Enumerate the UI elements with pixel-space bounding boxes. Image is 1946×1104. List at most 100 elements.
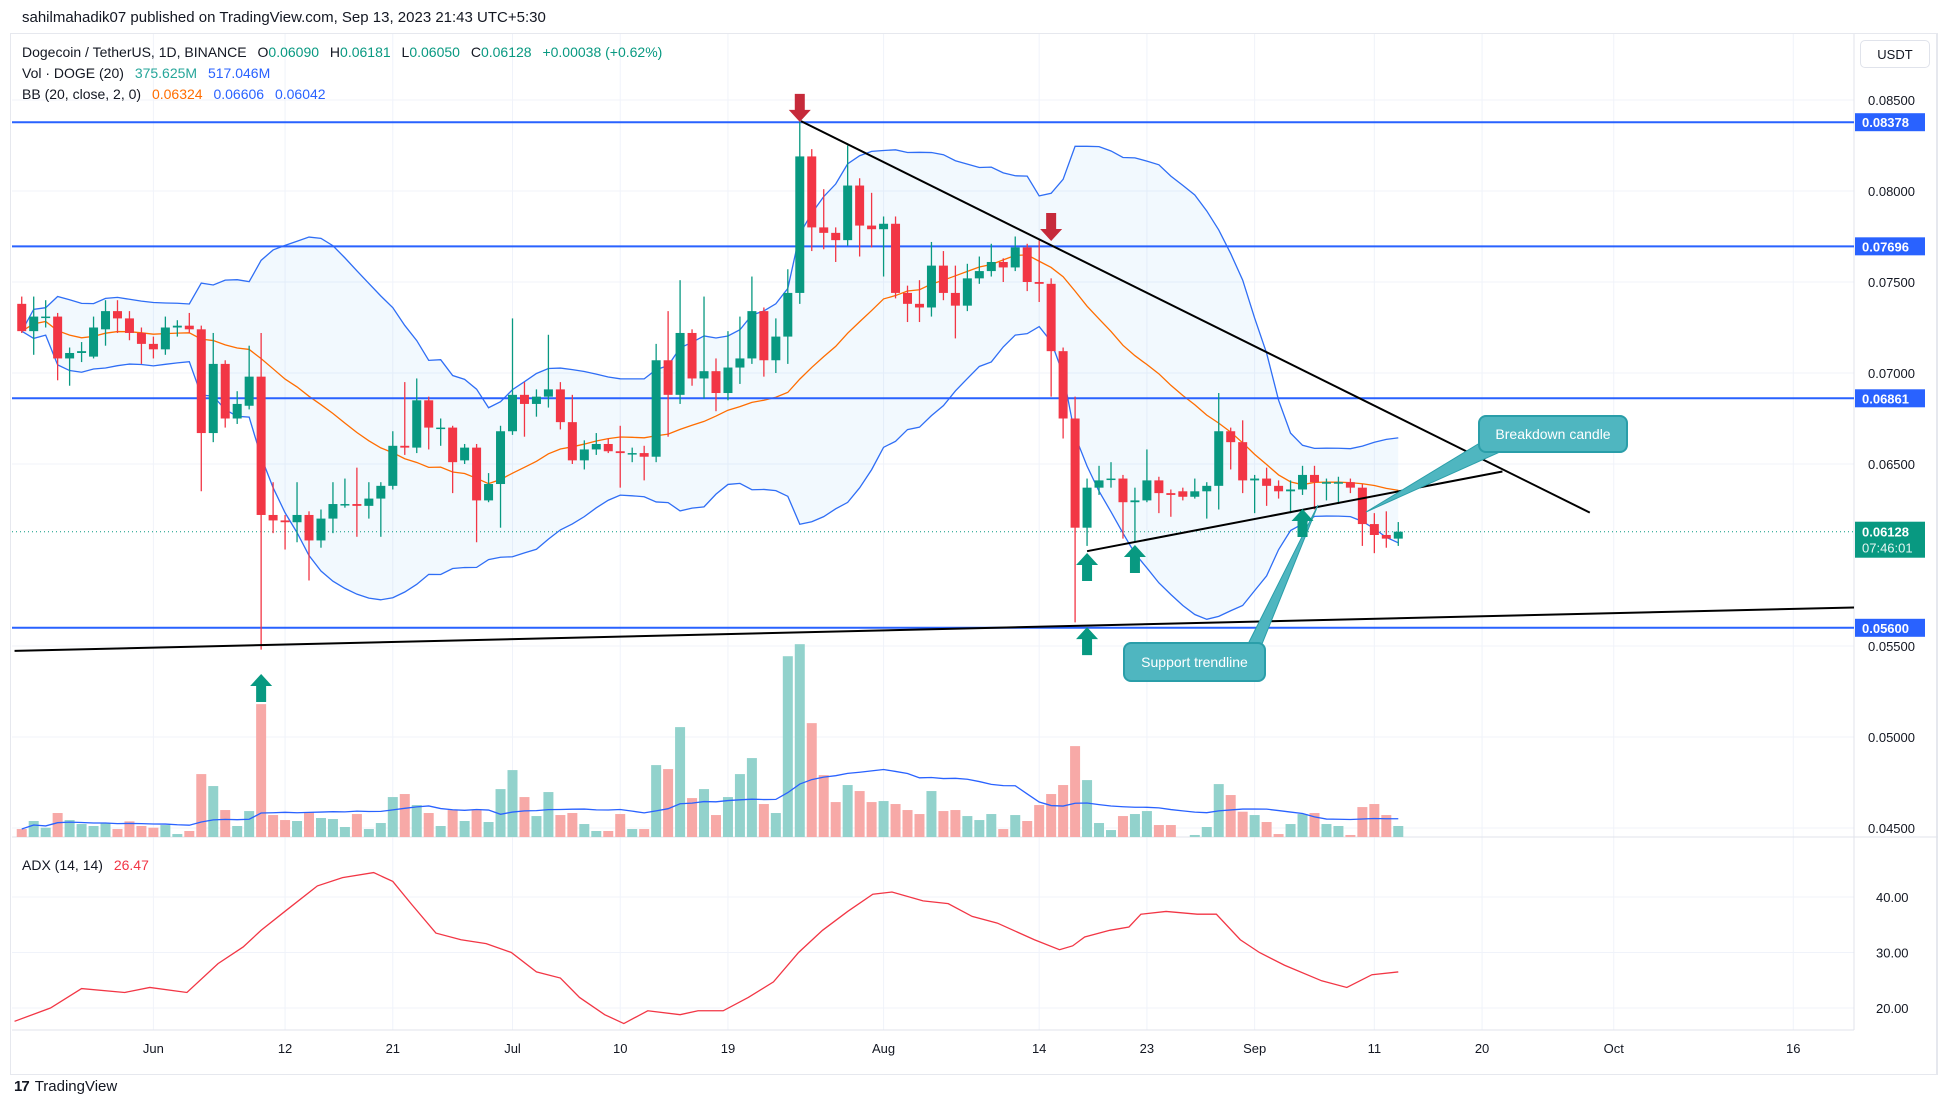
candle (579, 440, 589, 470)
candle-body (124, 318, 134, 333)
candle-body (1381, 534, 1391, 539)
volume-bar (1034, 805, 1045, 837)
candle (256, 332, 266, 650)
candle (591, 433, 601, 455)
volume-bar (292, 821, 303, 837)
candle (627, 447, 637, 463)
candle (914, 280, 924, 323)
candle-body (77, 351, 87, 353)
candle-body (591, 443, 601, 450)
candle-body (448, 427, 458, 463)
candle (903, 285, 913, 323)
candle (663, 311, 673, 437)
candle-body (687, 332, 697, 379)
candle-body (412, 400, 422, 448)
candle (1094, 465, 1104, 495)
candle (232, 391, 242, 424)
candle-body (543, 389, 553, 397)
candle-body (795, 156, 805, 293)
low-label: L (401, 44, 410, 60)
breakdown-candle-callout: Breakdown candle (1478, 415, 1628, 453)
volume-bar (339, 827, 350, 837)
volume-bar (280, 820, 291, 837)
volume-bar (675, 727, 686, 837)
volume-bar (232, 826, 243, 837)
price-tick-label: 0.08000 (1868, 184, 1915, 199)
volume-bar (1297, 814, 1308, 837)
candle-body (1345, 482, 1355, 488)
candle (1178, 487, 1188, 501)
candle-body (1286, 489, 1296, 492)
candle (352, 467, 362, 537)
candle (651, 343, 661, 463)
candle-body (711, 371, 721, 394)
candle-body (41, 316, 51, 319)
candle-body (268, 514, 278, 521)
candle (112, 300, 122, 333)
high-value: 0.06181 (340, 44, 391, 60)
candle (148, 336, 158, 359)
date-tick-label: 16 (1786, 1041, 1800, 1056)
volume-bar (100, 823, 111, 837)
candle-body (1262, 478, 1272, 486)
level-price-tag-label: 0.08378 (1862, 115, 1909, 130)
volume-bar (507, 770, 518, 837)
candle (220, 360, 230, 428)
volume-bar (603, 831, 614, 837)
candle (124, 311, 134, 341)
candle (268, 482, 278, 534)
candle (280, 514, 290, 550)
candle-body (843, 185, 853, 241)
candle-body (17, 303, 27, 332)
candle-body (220, 363, 230, 419)
candle (998, 258, 1008, 282)
candle (1106, 462, 1116, 488)
candle-body (1298, 474, 1308, 490)
candle-body (148, 343, 158, 350)
level-price-tag (1855, 618, 1925, 637)
volume-bar (256, 704, 267, 837)
volume-bar (1106, 830, 1116, 837)
candle (723, 331, 733, 401)
date-tick-label: 21 (386, 1041, 400, 1056)
candle-body (1226, 431, 1236, 443)
candle-body (232, 403, 242, 419)
volume-bar (124, 821, 135, 837)
volume-bar (1333, 826, 1344, 837)
volume-bar (40, 827, 51, 837)
candle (496, 425, 506, 528)
adx-legend: ADX (14, 14) 26.47 (22, 857, 156, 873)
price-tick-label: 0.05000 (1868, 730, 1915, 745)
last-price-tag-label: 0.06128 (1862, 525, 1909, 540)
volume-bar (52, 813, 63, 837)
candle-body (1046, 283, 1056, 352)
adx-line (14, 871, 1399, 1025)
candle (831, 227, 841, 262)
volume-bar (1273, 834, 1284, 837)
candle (543, 334, 553, 408)
price-tick-label: 0.04500 (1868, 821, 1915, 836)
candle (1166, 489, 1176, 517)
bb-indicator-label[interactable]: BB (20, close, 2, 0) (22, 86, 142, 102)
candle-body (436, 427, 446, 430)
adx-indicator-label[interactable]: ADX (14, 14) (22, 857, 103, 873)
arrow-up-icon (250, 674, 273, 703)
candle-body (1118, 478, 1128, 503)
symbol-title[interactable]: Dogecoin / TetherUS, 1D, BINANCE (22, 44, 247, 60)
volume-bar (1213, 784, 1224, 837)
candle (950, 265, 960, 339)
volume-bar (411, 805, 422, 837)
date-tick-label: Jul (504, 1041, 521, 1056)
volume-bar (495, 789, 506, 837)
currency-button[interactable]: USDT (1860, 40, 1930, 68)
candle (388, 431, 398, 490)
candle-body (1309, 474, 1319, 483)
candle-body (1393, 531, 1403, 539)
support-trendline-callout: Support trendline (1123, 642, 1266, 682)
volume-indicator-label[interactable]: Vol · DOGE (20) (22, 65, 124, 81)
date-tick-label: 19 (721, 1041, 735, 1056)
adx-tick-label: 30.00 (1876, 946, 1909, 961)
volume-bar (1082, 780, 1093, 837)
bb-basis-value: 0.06324 (151, 86, 203, 102)
